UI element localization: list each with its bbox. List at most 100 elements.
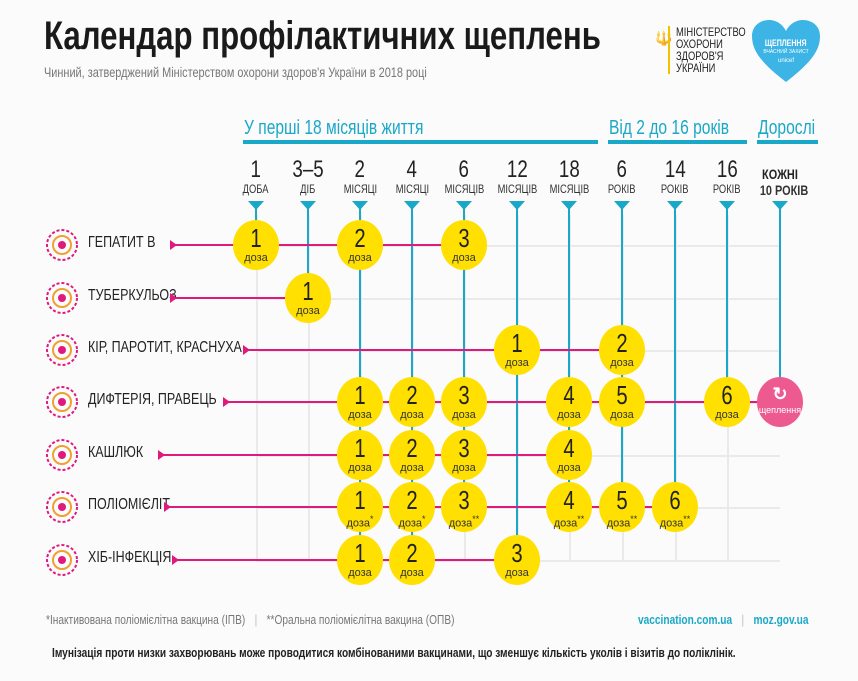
column-number: 4 [406, 156, 418, 183]
column-marker-triangle-icon [456, 201, 472, 210]
dose-unit-text: доза [448, 517, 473, 530]
footnotes: *Інактивована поліомієлітна вакцина (ІПВ… [46, 612, 570, 627]
dose-number: 1 [354, 538, 366, 568]
dose-unit-text: доза [452, 252, 476, 264]
column-unit: 10 РОКІВ [759, 182, 809, 198]
dose-unit: доза** [599, 514, 645, 530]
column-marker-triangle-icon [719, 201, 735, 210]
dose-number: 1 [354, 433, 366, 463]
row-timeline [245, 349, 622, 351]
column-marker-triangle-icon [404, 201, 420, 210]
dose-unit-text: доза [348, 252, 372, 264]
column-number: 3–5 [292, 156, 324, 183]
dose-badge: 1 доза [337, 535, 383, 585]
dose-unit: доза** [546, 514, 592, 530]
dose-unit: доза [494, 357, 540, 369]
page-subtitle: Чинний, затверджений Міністерством охоро… [44, 64, 427, 80]
dose-unit-text: доза [348, 409, 372, 421]
dose-badge: 5 доза [599, 377, 645, 427]
dose-footnote-mark: ** [472, 514, 480, 524]
dose-footnote-mark: ** [577, 514, 585, 524]
disease-label: ТУБЕРКУЛЬОЗ [88, 287, 177, 304]
adult-booster-label: щеплення [758, 405, 802, 415]
column-number: КОЖНІ [762, 166, 798, 182]
dose-unit-text: доза [715, 409, 739, 421]
column-timeline [516, 208, 518, 560]
column-marker-triangle-icon [509, 201, 525, 210]
dose-unit: доза [546, 409, 592, 421]
pertussis-bacteria-icon [42, 435, 82, 475]
column-marker-triangle-icon [248, 201, 264, 210]
dose-unit-text: доза [606, 517, 631, 530]
dose-badge: 1 доза [337, 430, 383, 480]
page-title: Календар профілактичних щеплень [44, 14, 601, 58]
column-timeline [779, 208, 781, 402]
dose-unit: доза [704, 409, 750, 421]
dose-unit: доза [389, 462, 435, 474]
dose-number: 1 [302, 276, 314, 306]
column-timeline [726, 208, 728, 402]
dose-number: 2 [406, 538, 418, 568]
row-timeline [225, 401, 780, 403]
dose-unit-text: доза [659, 517, 684, 530]
dose-badge: 6 доза [704, 377, 750, 427]
column-marker-triangle-icon [667, 201, 683, 210]
footer-links: vaccination.com.ua | moz.gov.ua [638, 612, 857, 627]
section-first-18-months: У перші 18 місяців життя [244, 117, 424, 139]
dose-unit: доза [546, 462, 592, 474]
section-underline [757, 140, 818, 144]
heart-icon [752, 20, 820, 82]
dose-number: 1 [250, 223, 262, 253]
dose-badge: 2 доза [337, 220, 383, 270]
dose-badge: 3 доза** [441, 482, 487, 532]
dose-number: 6 [669, 485, 681, 515]
hepatitis-virus-icon [42, 225, 82, 265]
dose-unit: доза* [389, 514, 435, 530]
hib-bacteria-icon [42, 540, 82, 580]
link-moz[interactable]: moz.gov.ua [753, 612, 809, 627]
column-unit: МІСЯЦІВ [444, 182, 484, 196]
dose-badge: 3 доза [441, 220, 487, 270]
dose-unit: доза [337, 462, 383, 474]
column-timeline [463, 208, 465, 507]
dose-unit-text: доза [557, 462, 581, 474]
unicef-logo: unicef [777, 58, 794, 64]
dose-unit-text: доза [348, 462, 372, 474]
dose-badge: 4 доза** [546, 482, 592, 532]
dose-badge: 4 доза [546, 377, 592, 427]
dose-badge: 6 доза** [652, 482, 698, 532]
dose-number: 3 [458, 380, 470, 410]
dose-footnote-mark: * [422, 514, 426, 524]
dose-unit: доза [441, 252, 487, 264]
dose-number: 2 [616, 328, 628, 358]
dose-unit: доза [494, 567, 540, 579]
bottom-note: Імунізація проти низки захворювань може … [52, 645, 736, 660]
dose-number: 3 [458, 433, 470, 463]
column-unit: ДОБА [243, 182, 269, 196]
dose-unit: доза** [652, 514, 698, 530]
dose-unit: доза [599, 357, 645, 369]
dose-number: 6 [721, 380, 733, 410]
dose-unit-text: доза [610, 409, 634, 421]
dose-number: 2 [406, 433, 418, 463]
column-number: 6 [616, 156, 628, 183]
dose-unit-text: доза [553, 517, 578, 530]
dose-badge: 3 доза [441, 377, 487, 427]
dose-unit-text: доза [505, 567, 529, 579]
section-2-to-16-years: Від 2 до 16 років [609, 117, 730, 139]
dose-badge: 2 доза* [389, 482, 435, 532]
column-marker-triangle-icon [772, 201, 788, 210]
column-number: 2 [354, 156, 366, 183]
grid-line-vertical [256, 215, 258, 560]
dose-number: 2 [406, 485, 418, 515]
dose-unit: доза** [441, 514, 487, 530]
dose-unit: доза [599, 409, 645, 421]
vaccination-heart-logo: ЩЕПЛЕННЯ ВЧАСНИЙ ЗАХИСТ unicef [750, 18, 822, 84]
column-number: 16 [716, 156, 738, 183]
link-vaccination[interactable]: vaccination.com.ua [638, 612, 733, 627]
dose-number: 1 [511, 328, 523, 358]
section-adults: Дорослі [758, 117, 816, 139]
logo-title: ЩЕПЛЕННЯ [765, 38, 807, 48]
disease-label: ПОЛІОМІЄЛІТ [88, 496, 171, 513]
